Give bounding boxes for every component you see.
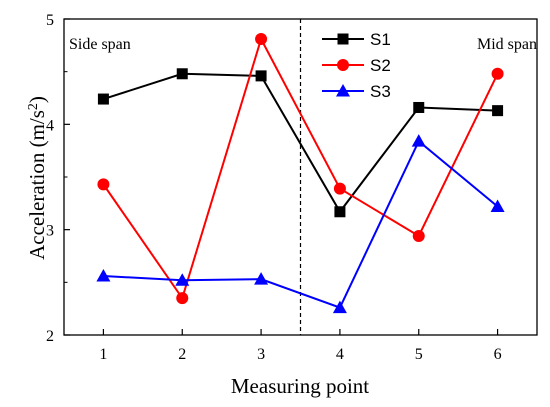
series-point-S1-6 <box>492 105 504 117</box>
x-axis-title: Measuring point <box>231 374 369 398</box>
series-point-S3-1 <box>96 269 111 282</box>
series-point-S2-2 <box>176 292 189 305</box>
y-axis-title: Acceleration (m/s2) <box>25 96 49 260</box>
series-point-S3-4 <box>332 300 347 314</box>
x-tick-label-4: 4 <box>336 346 344 363</box>
series-line-S3 <box>103 139 499 309</box>
annotation-side-span: Side span <box>69 36 131 53</box>
x-tick-label-2: 2 <box>178 346 186 363</box>
legend-marker-S2 <box>337 59 349 71</box>
series-point-S2-4 <box>333 182 346 195</box>
series-line-S1 <box>103 72 498 214</box>
series-point-S1-5 <box>413 101 425 113</box>
y-tick-label-5: 5 <box>46 12 54 29</box>
y-tick-label-3: 3 <box>46 223 54 240</box>
series-point-S1-3 <box>255 70 267 82</box>
plot-area: 1 2 3 4 5 6 2 3 4 5 <box>46 12 538 363</box>
series-point-S1-1 <box>97 93 109 105</box>
y-axis-title-close: ) <box>25 96 49 103</box>
series-point-S3-6 <box>490 199 505 212</box>
legend-label-S3: S3 <box>370 82 391 101</box>
series-point-S2-5 <box>412 229 425 242</box>
series-point-S1-2 <box>176 68 188 80</box>
legend-label-S2: S2 <box>370 56 391 75</box>
y-axis-title-main: Acceleration (m/s <box>25 110 49 260</box>
series-point-S1-4 <box>334 206 346 218</box>
annotation-mid-span: Mid span <box>477 36 537 53</box>
legend: S1 S2 S3 <box>322 30 391 101</box>
series-point-S2-1 <box>97 178 110 191</box>
x-tick-label-3: 3 <box>257 346 265 363</box>
series-point-S3-2 <box>175 273 190 286</box>
x-tick-label-5: 5 <box>415 346 423 363</box>
x-tick-label-1: 1 <box>99 346 107 363</box>
series-point-S3-3 <box>254 272 269 285</box>
series-point-S3-5 <box>411 134 426 147</box>
series-point-S2-6 <box>491 67 504 80</box>
legend-marker-S3 <box>336 84 350 97</box>
series-point-S2-3 <box>255 33 268 46</box>
legend-label-S1: S1 <box>370 30 391 49</box>
y-tick-label-4: 4 <box>46 117 54 134</box>
legend-marker-S1 <box>337 33 349 45</box>
y-tick-label-2: 2 <box>46 328 54 345</box>
x-tick-label-6: 6 <box>494 346 502 363</box>
y-axis-title-superscript: 2 <box>26 103 41 110</box>
